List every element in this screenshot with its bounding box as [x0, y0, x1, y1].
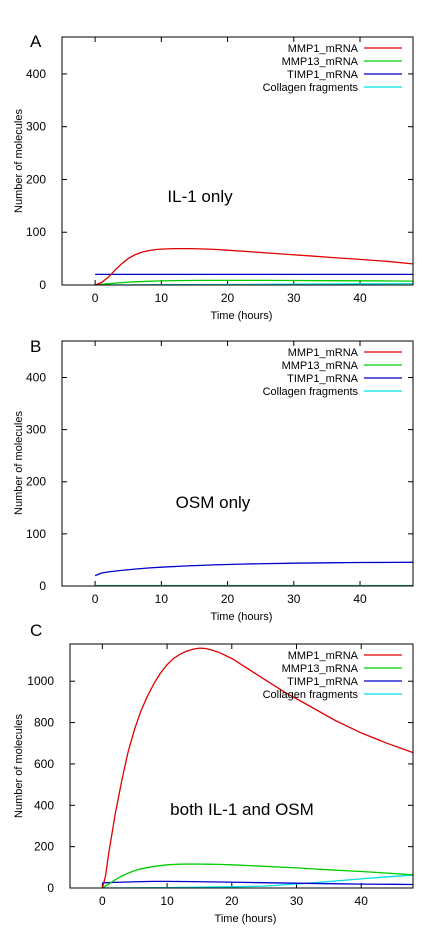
- x-axis-label: Time (hours): [211, 611, 273, 623]
- y-tick-label: 200: [34, 840, 54, 854]
- x-tick-label: 40: [355, 894, 369, 908]
- y-tick-label: 200: [26, 475, 46, 489]
- legend-label: MMP1_mRNA: [288, 347, 359, 359]
- x-axis-label: Time (hours): [215, 913, 277, 925]
- y-tick-label: 200: [26, 172, 46, 186]
- legend-label: MMP1_mRNA: [288, 650, 359, 662]
- y-tick-label: 0: [47, 881, 54, 895]
- y-tick-label: 800: [34, 716, 54, 730]
- y-tick-label: 100: [26, 225, 46, 239]
- x-tick-label: 30: [287, 291, 301, 305]
- legend-label: Collagen fragments: [263, 386, 359, 398]
- legend-label: Collagen fragments: [263, 689, 359, 701]
- legend-label: MMP13_mRNA: [282, 663, 359, 675]
- plot-frame: [69, 643, 414, 889]
- series-lines: [94, 561, 413, 586]
- panel-letter: B: [30, 337, 41, 356]
- series-line-mmp13-mrna: [95, 279, 413, 285]
- y-axis-label: Number of molecules: [13, 109, 25, 213]
- series-line-timp1-mrna: [94, 561, 413, 577]
- series-lines: [101, 647, 413, 888]
- y-tick-label: 400: [34, 798, 54, 812]
- legend-label: TIMP1_mRNA: [287, 69, 359, 81]
- panel-letter: A: [30, 32, 42, 51]
- y-tick-label: 600: [34, 757, 54, 771]
- series-line-mmp1-mrna: [94, 247, 413, 285]
- legend-label: Collagen fragments: [263, 82, 359, 94]
- panel-annotation: both IL-1 and OSM: [170, 800, 314, 819]
- panel-annotation: OSM only: [176, 493, 251, 512]
- y-tick-label: 400: [26, 370, 46, 384]
- x-tick-label: 0: [92, 291, 99, 305]
- y-tick-label: 0: [39, 579, 46, 593]
- y-tick-label: 300: [26, 120, 46, 134]
- x-tick-label: 0: [99, 894, 106, 908]
- y-axis-label: Number of molecules: [13, 714, 25, 818]
- x-tick-label: 20: [221, 291, 235, 305]
- series-line-mmp13-mrna: [102, 863, 413, 888]
- panel-letter: C: [30, 621, 42, 640]
- plot-frame: [61, 36, 414, 286]
- x-tick-label: 10: [155, 291, 169, 305]
- x-tick-label: 30: [287, 592, 301, 606]
- x-tick-label: 40: [353, 592, 367, 606]
- legend-label: MMP13_mRNA: [282, 56, 359, 68]
- y-tick-label: 1000: [27, 674, 54, 688]
- legend-label: MMP13_mRNA: [282, 360, 359, 372]
- panel-annotation: IL-1 only: [167, 187, 233, 206]
- x-tick-label: 20: [225, 894, 239, 908]
- series-line-timp1-mrna: [102, 880, 413, 886]
- legend-label: TIMP1_mRNA: [287, 676, 359, 688]
- y-tick-label: 300: [26, 423, 46, 437]
- x-tick-label: 10: [155, 592, 169, 606]
- x-tick-label: 30: [290, 894, 304, 908]
- series-line-mmp1-mrna: [101, 647, 413, 888]
- legend-label: TIMP1_mRNA: [287, 373, 359, 385]
- y-tick-label: 0: [39, 278, 46, 292]
- y-axis-label: Number of molecules: [13, 411, 25, 515]
- legend-label: MMP1_mRNA: [288, 43, 359, 55]
- y-tick-label: 400: [26, 67, 46, 81]
- y-tick-label: 100: [26, 527, 46, 541]
- x-tick-label: 10: [160, 894, 174, 908]
- x-tick-label: 20: [221, 592, 235, 606]
- x-tick-label: 40: [353, 291, 367, 305]
- plot-frame: [61, 340, 414, 587]
- series-lines: [94, 247, 413, 285]
- x-axis-label: Time (hours): [211, 310, 273, 322]
- x-tick-label: 0: [92, 592, 99, 606]
